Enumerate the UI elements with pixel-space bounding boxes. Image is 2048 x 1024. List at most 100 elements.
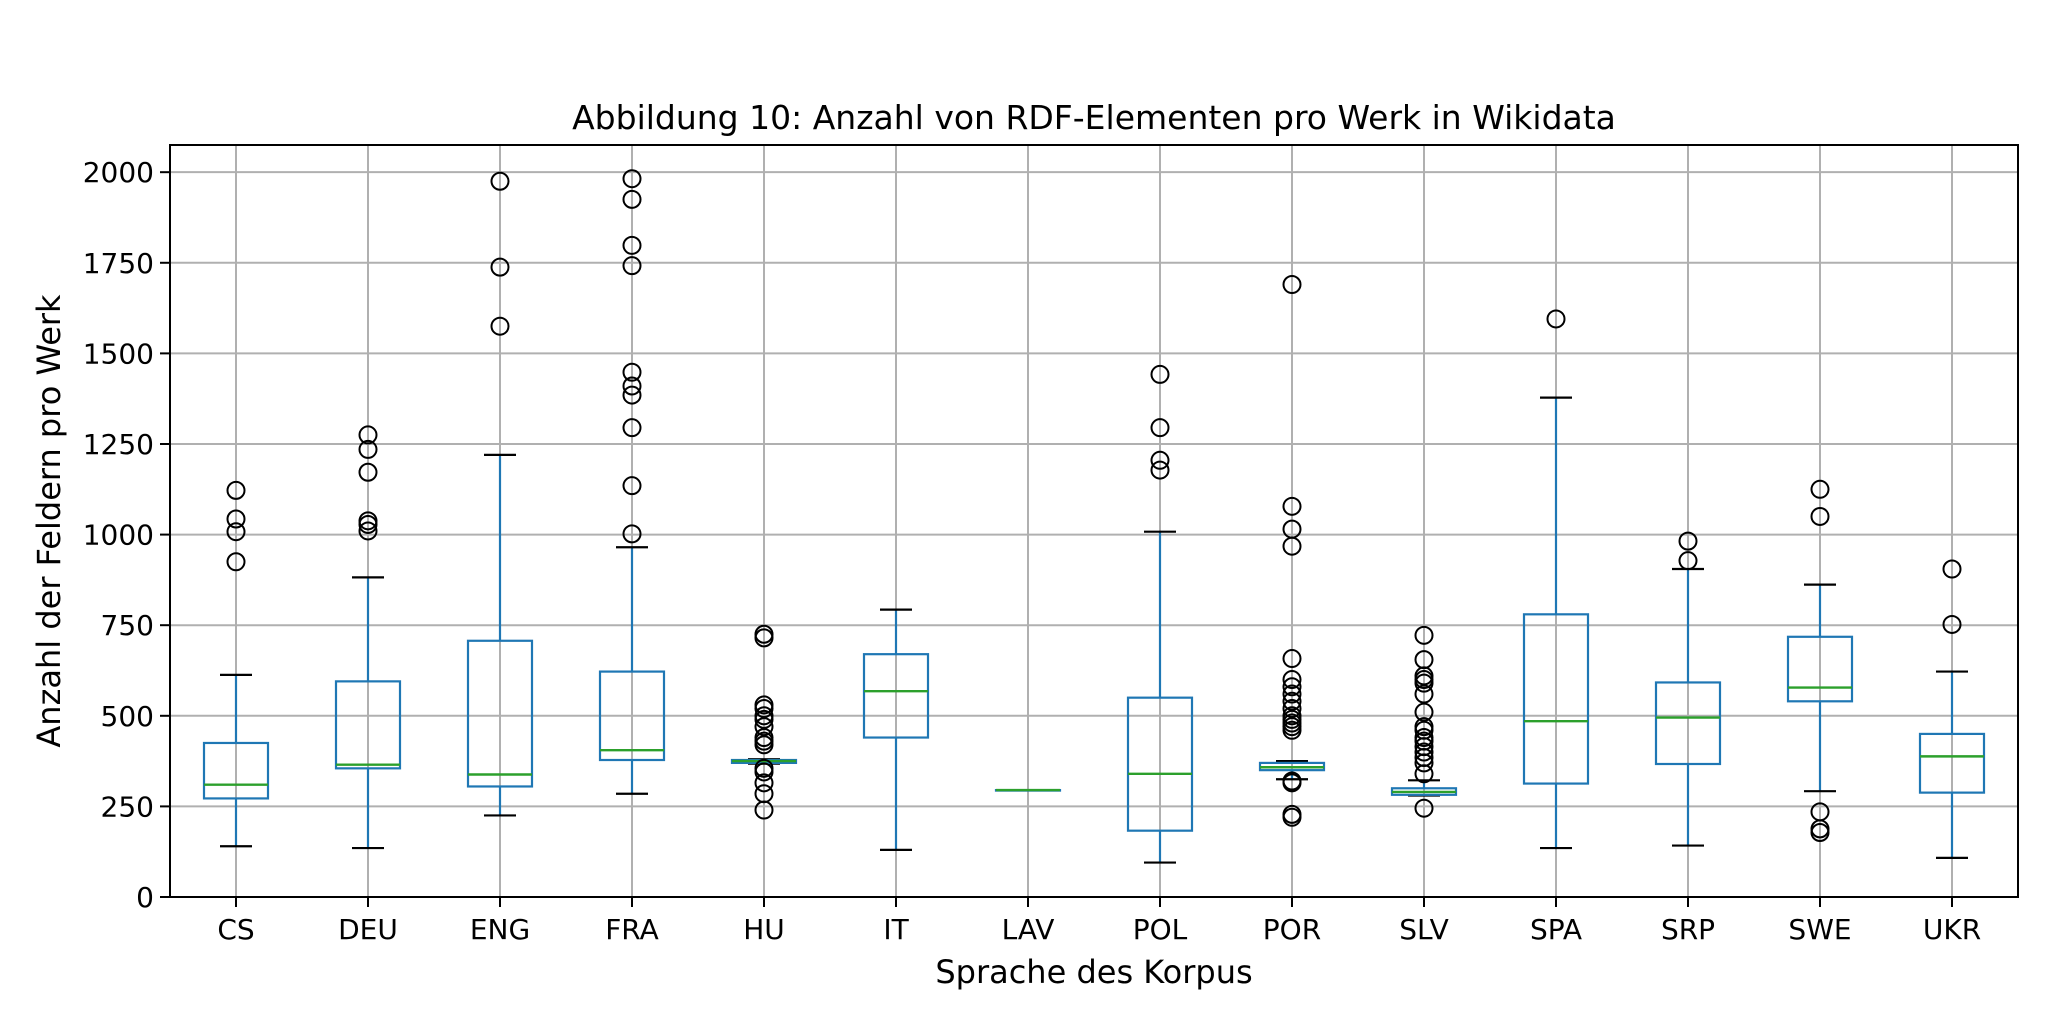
iqr-box <box>598 670 666 762</box>
outlier-point-por <box>1282 496 1302 516</box>
outlier-point-slv <box>1414 717 1434 737</box>
x-tick-label-por: POR <box>1263 913 1321 946</box>
y-tick-label: 1500 <box>83 337 154 370</box>
outlier-point-ukr <box>1942 559 1962 579</box>
x-tick-label-deu: DEU <box>338 913 398 946</box>
y-tick-label: 1000 <box>83 519 154 552</box>
outlier-point-fra <box>622 189 642 209</box>
outlier-point-spa <box>1546 309 1566 329</box>
x-axis-title: Sprache des Korpus <box>935 953 1252 991</box>
x-tick-label-ukr: UKR <box>1923 913 1981 946</box>
iqr-box <box>1918 732 1986 794</box>
box-series <box>202 396 1986 864</box>
box-por <box>1258 759 1326 781</box>
x-tick-label-eng: ENG <box>470 913 530 946</box>
outlier-point-slv <box>1414 728 1434 748</box>
outlier-point-fra <box>622 362 642 382</box>
outlier-point-cs <box>226 509 246 529</box>
box-srp <box>1654 567 1722 847</box>
outlier-point-slv <box>1414 798 1434 818</box>
iqr-box <box>1522 613 1590 785</box>
outlier-point-por <box>1282 670 1302 690</box>
box-cs <box>202 673 270 848</box>
outlier-point-swe <box>1810 479 1830 499</box>
outlier-point-deu <box>358 511 378 531</box>
x-tick-label-cs: CS <box>217 913 254 946</box>
box-swe <box>1786 583 1854 793</box>
outlier-point-pol <box>1150 418 1170 438</box>
box-fra <box>598 546 666 795</box>
outlier-point-slv <box>1414 702 1434 722</box>
outlier-point-fra <box>622 385 642 405</box>
outlier-point-hu <box>754 624 774 644</box>
outlier-point-fra <box>622 169 642 189</box>
x-tick-label-spa: SPA <box>1530 913 1582 946</box>
outlier-point-hu <box>754 717 774 737</box>
x-tick-label-lav: LAV <box>1002 913 1055 946</box>
x-tick-label-hu: HU <box>743 913 785 946</box>
x-tick-label-srp: SRP <box>1661 913 1715 946</box>
outlier-point-fra <box>622 524 642 544</box>
iqr-box <box>466 639 534 788</box>
iqr-box <box>1786 635 1854 703</box>
y-tick-label: 750 <box>101 609 154 642</box>
outlier-point-swe <box>1810 506 1830 526</box>
outlier-point-hu <box>754 758 774 778</box>
outlier-point-por <box>1282 771 1302 791</box>
outlier-point-por <box>1282 699 1302 719</box>
box-slv <box>1390 779 1458 797</box>
iqr-box <box>1654 681 1722 766</box>
grid-lines <box>170 145 2018 898</box>
plot-frame <box>169 144 2019 898</box>
iqr-box <box>862 653 930 739</box>
outlier-point-cs <box>226 522 246 542</box>
box-it <box>862 608 930 851</box>
outlier-point-pol <box>1150 460 1170 480</box>
outlier-point-por <box>1282 691 1302 711</box>
outlier-point-hu <box>754 706 774 726</box>
outlier-point-por <box>1282 519 1302 539</box>
outlier-point-hu <box>754 773 774 793</box>
outlier-point-eng <box>490 316 510 336</box>
iqr-box <box>334 680 402 770</box>
y-axis-title: Anzahl der Feldern pro Werk <box>30 294 68 748</box>
outlier-point-eng <box>490 171 510 191</box>
outlier-point-fra <box>622 476 642 496</box>
outlier-point-por <box>1282 706 1302 726</box>
outlier-point-deu <box>358 439 378 459</box>
outlier-point-slv <box>1414 625 1434 645</box>
outlier-point-slv <box>1414 742 1434 762</box>
outlier-point-ukr <box>1942 614 1962 634</box>
box-ukr <box>1918 670 1986 859</box>
outlier-point-srp <box>1678 551 1698 571</box>
outlier-point-por <box>1282 275 1302 295</box>
y-axis-ticks: 0 250 500 750 1000 1250 1500 1750 2000 <box>83 156 170 914</box>
outlier-point-srp <box>1678 531 1698 551</box>
outlier-point-slv <box>1414 684 1434 704</box>
y-tick-label: 500 <box>101 700 154 733</box>
outlier-point-pol <box>1150 364 1170 384</box>
box-deu <box>334 576 402 850</box>
outlier-point-por <box>1282 677 1302 697</box>
outlier-point-fra <box>622 235 642 255</box>
box-eng <box>466 453 534 817</box>
y-tick-label: 250 <box>101 790 154 823</box>
outlier-point-cs <box>226 480 246 500</box>
x-tick-label-fra: FRA <box>605 913 659 946</box>
outlier-point-deu <box>358 462 378 482</box>
x-tick-label-swe: SWE <box>1788 913 1851 946</box>
x-axis-ticks: CS DEU ENG FRA HU IT LAV POL POR SLV SPA SRP SWE UKR <box>217 897 1981 946</box>
y-tick-label: 1750 <box>83 247 154 280</box>
y-tick-label: 0 <box>136 881 154 914</box>
outlier-point-hu <box>754 784 774 804</box>
x-tick-label-pol: POL <box>1133 913 1188 946</box>
outlier-point-fra <box>622 256 642 276</box>
outlier-points <box>226 169 1962 842</box>
y-tick-label: 2000 <box>83 156 154 189</box>
outlier-point-hu <box>754 728 774 748</box>
outlier-point-pol <box>1150 450 1170 470</box>
outlier-point-fra <box>622 418 642 438</box>
iqr-box <box>202 741 270 800</box>
y-tick-label: 1250 <box>83 428 154 461</box>
